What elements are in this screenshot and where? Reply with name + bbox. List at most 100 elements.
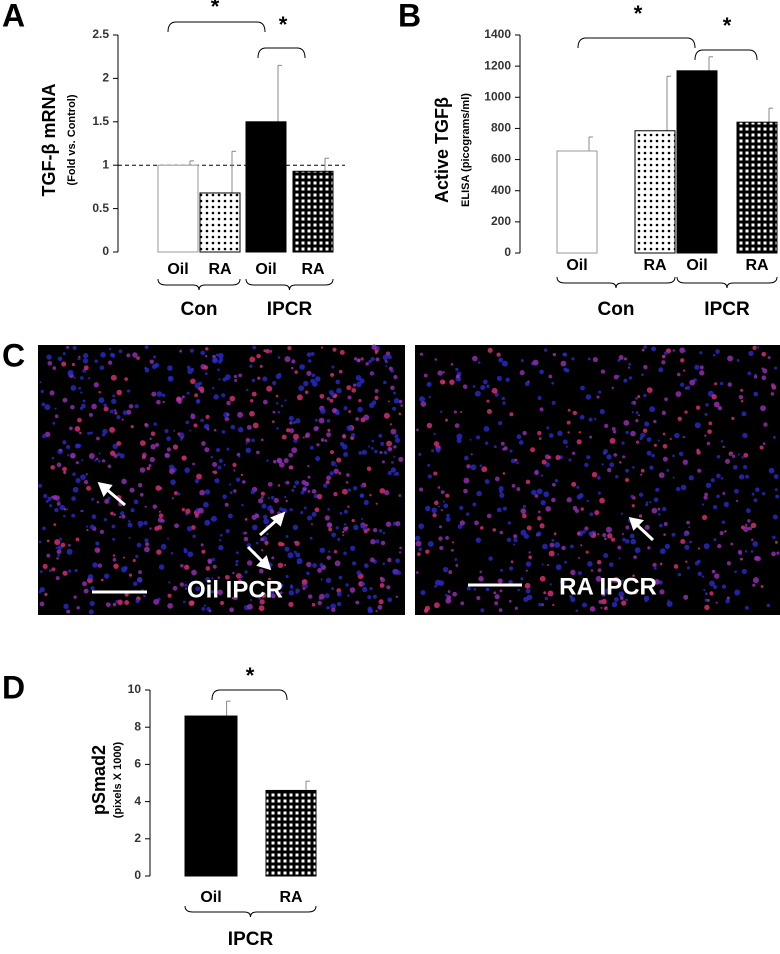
cell: [251, 378, 256, 383]
cell: [172, 444, 179, 450]
cell: [543, 348, 548, 352]
cell: [178, 432, 185, 439]
cell: [653, 497, 659, 503]
cell: [201, 606, 206, 611]
cell: [606, 454, 612, 460]
cell: [516, 461, 519, 465]
cell: [620, 600, 627, 606]
group-bracket: [157, 278, 241, 291]
cell: [237, 411, 244, 418]
cell: [752, 577, 759, 584]
cell: [227, 513, 233, 519]
cell: [372, 372, 375, 376]
cell: [543, 491, 550, 498]
cell: [530, 447, 536, 453]
cell: [311, 373, 316, 378]
cell: [211, 515, 217, 522]
cell: [356, 570, 362, 576]
cell: [501, 360, 508, 367]
cell: [124, 377, 128, 381]
cell: [684, 544, 690, 550]
cell: [132, 558, 136, 563]
cell: [41, 402, 46, 407]
cell: [455, 374, 461, 379]
cell: [689, 379, 696, 386]
cell: [486, 513, 492, 519]
cell: [610, 537, 616, 542]
cell: [701, 514, 708, 520]
cell: [301, 579, 308, 586]
cell: [72, 486, 79, 493]
cell: [644, 421, 650, 427]
cell: [632, 574, 635, 578]
cell: [683, 369, 686, 372]
cell: [357, 406, 363, 413]
cell: [200, 418, 204, 423]
cell: [120, 511, 125, 516]
cell: [510, 560, 514, 563]
cell: [712, 353, 716, 357]
cell: [144, 538, 149, 543]
cell: [613, 374, 619, 380]
cell: [538, 602, 542, 607]
cell: [541, 603, 545, 607]
cell: [366, 528, 370, 531]
cell: [155, 442, 160, 447]
y-tick-label: 0: [134, 868, 141, 882]
cell: [341, 488, 348, 495]
cell: [199, 489, 205, 496]
cell: [246, 424, 252, 430]
cell: [144, 505, 147, 508]
cell: [139, 492, 144, 497]
significance-bracket: [257, 47, 306, 59]
cell: [213, 394, 219, 400]
cell: [229, 607, 235, 613]
cell: [394, 434, 399, 439]
cell: [201, 549, 206, 554]
cell: [260, 592, 267, 598]
cell: [205, 414, 210, 419]
cell: [393, 473, 396, 476]
cell: [138, 570, 142, 575]
cell: [726, 596, 730, 600]
cell: [167, 593, 172, 598]
cell: [358, 451, 363, 455]
cell: [262, 376, 268, 382]
cell: [136, 577, 143, 583]
cell: [551, 497, 556, 503]
cell: [235, 477, 241, 482]
cell: [327, 522, 332, 527]
cell: [761, 375, 767, 381]
cell: [252, 524, 258, 531]
cell: [695, 405, 701, 410]
cell: [97, 549, 100, 552]
cell: [474, 520, 479, 526]
cell: [260, 438, 264, 442]
cell: [41, 434, 47, 439]
cell: [311, 511, 317, 517]
cell: [259, 364, 263, 368]
cell: [360, 524, 365, 529]
cell: [116, 415, 121, 420]
cell: [154, 362, 160, 368]
cell: [130, 508, 135, 513]
cell: [185, 587, 188, 590]
cell: [302, 436, 305, 439]
cell: [161, 519, 165, 523]
cell: [493, 445, 497, 449]
panel-letter: C: [2, 337, 25, 373]
cell: [679, 347, 685, 354]
cell: [305, 432, 311, 438]
cell: [355, 600, 360, 605]
micrographs: [38, 344, 780, 615]
cell: [387, 354, 392, 360]
cell: [465, 512, 470, 516]
cell: [775, 540, 778, 544]
cell: [536, 531, 542, 537]
cell: [599, 409, 605, 415]
cell: [664, 543, 670, 549]
cell: [164, 429, 169, 434]
cell: [211, 386, 215, 390]
cell: [399, 546, 402, 550]
cell: [218, 458, 223, 463]
